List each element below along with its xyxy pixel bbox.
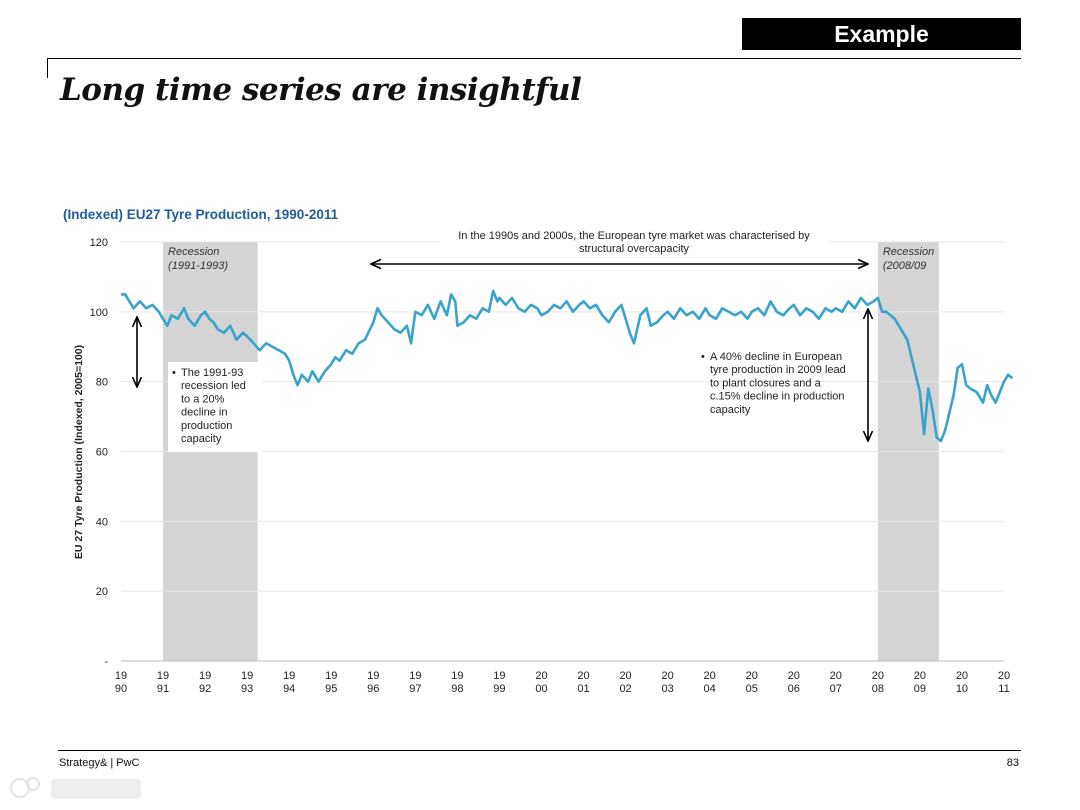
header-rule — [47, 58, 1021, 59]
x-tick-label: 20 04 — [704, 670, 716, 695]
footer-rule — [58, 750, 1021, 751]
right-note-line: A 40% decline in European — [710, 351, 842, 363]
right-note-line: to plant closures and a — [710, 377, 822, 389]
y-tick-label: 80 — [96, 377, 108, 389]
recession-period-label: (2008/09 — [883, 260, 926, 272]
y-tick-label: 20 — [96, 586, 108, 598]
x-tick-label: 19 97 — [409, 670, 421, 695]
chart-canvas: Recession (1991-1993) Recession (2008/09 - 20… — [73, 228, 1014, 695]
x-tick-label: 20 11 — [998, 670, 1010, 695]
left-note-line: The 1991-93 — [181, 367, 243, 379]
x-tick-label: 19 96 — [367, 670, 379, 695]
right-note-line: c.15% decline in production — [710, 391, 845, 403]
y-tick-label: 120 — [90, 237, 108, 249]
left-note-line: recession led — [181, 380, 246, 392]
footer-source: Strategy& | PwC — [59, 757, 140, 769]
x-tick-label: 20 08 — [872, 670, 884, 695]
top-note-line: In the 1990s and 2000s, the European tyr… — [458, 230, 810, 242]
y-tick-label: 40 — [96, 516, 108, 528]
x-tick-label: 19 98 — [451, 670, 463, 695]
x-tick-label: 19 95 — [325, 670, 337, 695]
recession-label: Recession — [883, 246, 934, 258]
y-tick-label: 100 — [90, 307, 108, 319]
left-note-line: production — [181, 420, 232, 432]
recession-period-label: (1991-1993) — [168, 260, 228, 272]
x-tick-label: 20 01 — [577, 670, 589, 695]
right-note-line: tyre production in 2009 lead — [710, 364, 846, 376]
recession-label: Recession — [168, 246, 219, 258]
x-tick-label: 20 00 — [535, 670, 547, 695]
left-note-line: decline in — [181, 407, 227, 419]
x-tick-label: 20 09 — [914, 670, 926, 695]
y-tick-label: - — [104, 656, 108, 668]
x-tick-label: 20 02 — [619, 670, 631, 695]
x-tick-label: 19 94 — [283, 670, 295, 695]
x-tick-label: 20 06 — [788, 670, 800, 695]
series-line-tyre-production — [121, 289, 1014, 443]
page-title: Long time series are insightful — [60, 72, 582, 108]
y-tick-label: 60 — [96, 447, 108, 459]
left-note-line: to a 20% — [181, 393, 225, 405]
example-badge: Example — [742, 18, 1021, 50]
x-tick-label: 19 92 — [199, 670, 211, 695]
x-tick-label: 19 90 — [115, 670, 127, 695]
left-note-box — [168, 362, 262, 452]
x-tick-label: 20 10 — [956, 670, 968, 695]
watermark-logo — [10, 777, 141, 799]
right-note-line: capacity — [710, 404, 751, 416]
left-note-line: capacity — [181, 433, 222, 445]
right-note-bullet: • — [701, 351, 705, 363]
x-tick-label: 19 99 — [493, 670, 505, 695]
x-tick-label: 20 03 — [661, 670, 673, 695]
left-note-bullet: • — [172, 367, 176, 379]
y-axis-label: EU 27 Tyre Production (Indexed, 2005=100… — [73, 345, 85, 559]
top-note-line: structural overcapacity — [579, 243, 690, 255]
page-number: 83 — [1006, 757, 1019, 769]
chart-title: (Indexed) EU27 Tyre Production, 1990-201… — [63, 207, 339, 222]
top-note-box — [440, 228, 830, 256]
header-rule-tick — [47, 58, 48, 78]
x-tick-label: 20 05 — [746, 670, 758, 695]
x-tick-label: 19 93 — [241, 670, 253, 695]
x-tick-label: 19 91 — [157, 670, 169, 695]
x-tick-label: 20 07 — [830, 670, 842, 695]
